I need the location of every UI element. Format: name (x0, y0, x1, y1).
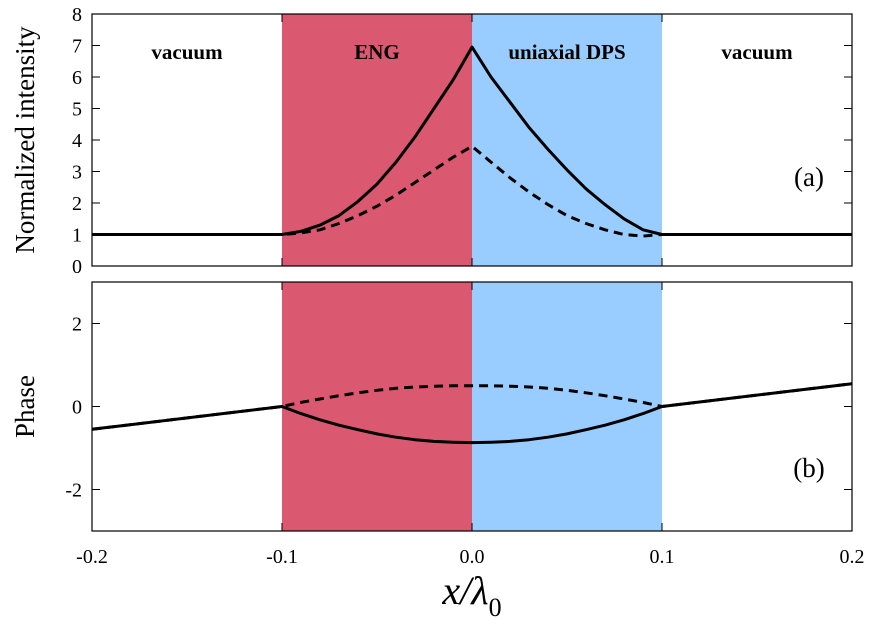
y-tick-label: 7 (72, 36, 82, 58)
x-tick-label: 0.0 (460, 546, 485, 568)
panel-b-label: (b) (793, 453, 824, 483)
y-tick-label: 0 (72, 256, 82, 278)
region-label-vacuum: vacuum (721, 40, 793, 64)
y-axis-label-phase: Phase (10, 375, 40, 438)
y-axis-label-intensity: Normalized intensity (10, 26, 40, 254)
series-line-dashed (91, 382, 853, 431)
y-tick-label: 2 (72, 193, 82, 215)
y-tick-label: 2 (72, 314, 82, 336)
region-label-eng: ENG (354, 40, 400, 64)
x-tick-label: -0.1 (266, 546, 298, 568)
y-tick-label: 6 (72, 67, 82, 89)
y-tick-label: -2 (65, 480, 82, 502)
x-tick-label: -0.2 (76, 546, 108, 568)
region-label-vacuum: vacuum (151, 40, 223, 64)
y-tick-label: 5 (72, 99, 82, 121)
x-axis-label: x/λ0 (441, 568, 501, 622)
series-line-dashed (92, 144, 852, 238)
panel-a-intensity: 0 1 2 3 4 5 6 7 8 vacuum ENG uniaxial DPS vacuum (a… (10, 4, 853, 278)
region-eng-band (282, 282, 472, 531)
x-axis-label-text: x/λ0 (441, 568, 501, 622)
panel-b-frame (91, 281, 853, 532)
y-tick-label: 8 (72, 4, 82, 26)
region-label-uniaxial-dps: uniaxial DPS (508, 40, 625, 64)
y-tick-label: 0 (72, 397, 82, 419)
y-tick-label: 1 (72, 225, 82, 247)
panel-a-label: (a) (794, 162, 824, 192)
x-tick-label: 0.2 (840, 546, 865, 568)
y-tick-label: 3 (72, 162, 82, 184)
x-tick-label: 0.1 (650, 546, 675, 568)
series-line-solid (91, 382, 853, 445)
panel-a-frame (91, 13, 853, 267)
y-tick-label: 4 (72, 130, 82, 152)
series-line-solid (92, 45, 852, 236)
region-eng-band (282, 14, 472, 266)
panel-b-phase: -0.2 -0.1 0.0 0.1 0.2 -2 0 2 (b) Phase (10, 281, 865, 568)
region-uniaxial-dps-band (472, 282, 662, 531)
